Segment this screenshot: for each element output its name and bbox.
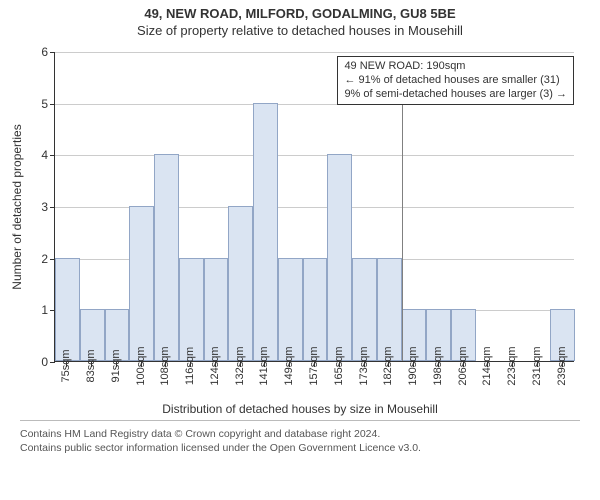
x-tick-mark [240,362,241,367]
y-tick-mark [50,310,55,311]
x-tick-mark [413,362,414,367]
histogram-bar [129,206,154,361]
x-tick-mark [264,362,265,367]
histogram-bar [253,103,278,361]
x-tick-mark [487,362,488,367]
y-tick-mark [50,52,55,53]
attribution-footer: Contains HM Land Registry data © Crown c… [20,420,580,455]
x-tick-mark [562,362,563,367]
x-tick-mark [364,362,365,367]
annotation-box: 49 NEW ROAD: 190sqm← 91% of detached hou… [337,56,574,105]
histogram-bar [55,258,80,361]
x-axis-label: Distribution of detached houses by size … [0,402,600,416]
x-tick-mark [314,362,315,367]
x-tick-mark [339,362,340,367]
chart-title-sub: Size of property relative to detached ho… [0,21,600,42]
y-tick-label: 5 [0,97,48,111]
reference-line [402,105,403,361]
x-tick-mark [438,362,439,367]
x-tick-mark [537,362,538,367]
y-axis-label: Number of detached properties [10,42,24,207]
histogram-bar [228,206,253,361]
y-tick-label: 4 [0,148,48,162]
histogram-bar [327,154,352,361]
x-tick-mark [190,362,191,367]
y-tick-label: 0 [0,355,48,369]
annotation-line-2: ← 91% of detached houses are smaller (31… [344,74,567,88]
x-tick-mark [388,362,389,367]
gridline [55,52,574,53]
y-tick-mark [50,104,55,105]
x-tick-mark [289,362,290,367]
x-tick-mark [165,362,166,367]
x-tick-mark [66,362,67,367]
histogram-bar [154,154,179,361]
y-tick-mark [50,207,55,208]
x-tick-mark [215,362,216,367]
chart-title-main: 49, NEW ROAD, MILFORD, GODALMING, GU8 5B… [0,0,600,21]
y-tick-label: 2 [0,252,48,266]
y-tick-label: 3 [0,200,48,214]
annotation-line-1: 49 NEW ROAD: 190sqm [344,60,567,74]
x-tick-mark [512,362,513,367]
x-tick-mark [463,362,464,367]
annotation-line-3: 9% of semi-detached houses are larger (3… [344,88,567,102]
x-tick-mark [116,362,117,367]
y-tick-label: 1 [0,303,48,317]
footer-line-1: Contains HM Land Registry data © Crown c… [20,427,580,441]
chart-area: Number of detached properties Distributi… [0,42,600,420]
y-tick-mark [50,155,55,156]
x-tick-mark [91,362,92,367]
histogram-bar [179,258,204,361]
y-tick-label: 6 [0,45,48,59]
x-tick-mark [141,362,142,367]
footer-line-2: Contains public sector information licen… [20,441,580,455]
y-tick-mark [50,362,55,363]
y-tick-mark [50,259,55,260]
gridline [55,155,574,156]
